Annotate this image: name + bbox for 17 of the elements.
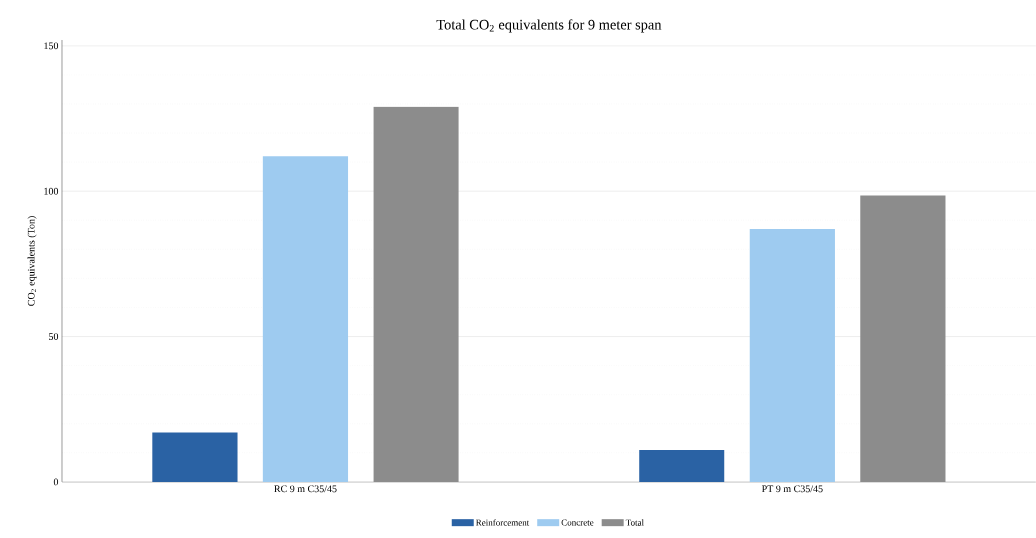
bar — [152, 432, 238, 482]
bar — [639, 449, 725, 482]
bar — [860, 195, 946, 482]
y-axis-title: CO$_{2}$ equivalents (Ton) — [27, 216, 37, 306]
chart-title: Total CO$_{2}$ equivalents for 9 meter span — [436, 19, 662, 33]
y-tick-label: 50 — [49, 333, 59, 340]
bar — [749, 229, 835, 482]
bar — [373, 106, 459, 482]
x-tick-label: PT 9 m C35/45 — [761, 485, 823, 493]
y-tick-label: 0 — [53, 478, 59, 486]
y-tick-label: 100 — [44, 187, 59, 195]
legend-label: Concrete — [561, 519, 594, 526]
x-tick-label: RC 9 m C35/45 — [274, 485, 337, 493]
bar — [262, 156, 349, 482]
legend-label: Reinforcement — [476, 519, 530, 526]
legend-label: Total — [625, 519, 644, 526]
y-tick-label: 150 — [44, 42, 59, 50]
